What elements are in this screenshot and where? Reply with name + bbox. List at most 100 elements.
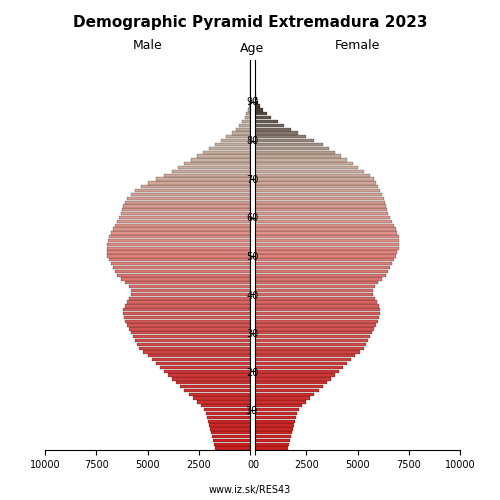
Bar — [206, 412, 250, 415]
Bar — [137, 342, 250, 346]
Bar — [124, 316, 250, 319]
Bar — [255, 354, 356, 358]
Bar — [156, 362, 250, 365]
Bar — [255, 124, 284, 127]
Bar — [255, 274, 386, 277]
Bar — [255, 439, 290, 442]
Bar — [255, 278, 382, 280]
Bar — [255, 185, 378, 188]
Bar — [255, 324, 376, 327]
Bar — [255, 220, 392, 223]
Bar — [255, 374, 335, 376]
Bar — [255, 250, 398, 254]
Text: 80: 80 — [246, 136, 258, 146]
Bar — [112, 266, 250, 269]
Bar — [255, 208, 387, 212]
Bar — [125, 200, 250, 204]
Bar — [215, 446, 250, 450]
Bar — [135, 339, 250, 342]
Bar — [255, 116, 272, 119]
Bar — [117, 220, 250, 223]
Bar — [108, 235, 250, 238]
Bar — [255, 228, 396, 230]
Bar — [133, 335, 250, 338]
Bar — [255, 339, 368, 342]
Bar — [148, 182, 250, 184]
Bar — [255, 404, 302, 407]
Bar — [178, 166, 250, 169]
Bar — [255, 154, 341, 158]
Bar — [209, 424, 250, 426]
Bar — [123, 308, 250, 312]
Bar — [208, 420, 250, 423]
Bar — [255, 346, 364, 350]
Bar — [131, 331, 250, 334]
Bar — [106, 243, 250, 246]
Bar — [190, 158, 250, 162]
Bar — [255, 120, 278, 123]
Bar — [148, 354, 250, 358]
Bar — [255, 350, 360, 354]
Bar — [204, 408, 250, 412]
Bar — [255, 189, 380, 192]
Bar — [192, 396, 250, 400]
Bar — [255, 162, 354, 166]
Bar — [127, 300, 250, 304]
Bar — [255, 158, 347, 162]
Bar — [255, 146, 329, 150]
Bar — [129, 328, 250, 330]
Bar — [129, 296, 250, 300]
Bar — [255, 431, 292, 434]
Bar — [255, 100, 258, 104]
Bar — [255, 182, 376, 184]
Bar — [160, 366, 250, 369]
Bar — [106, 246, 250, 250]
Bar — [196, 154, 250, 158]
Bar — [122, 208, 250, 212]
Bar — [255, 331, 372, 334]
Bar — [255, 258, 394, 262]
Bar — [125, 281, 250, 284]
Bar — [255, 385, 322, 388]
Text: 20: 20 — [246, 368, 258, 378]
Bar — [255, 108, 263, 112]
Bar — [255, 200, 385, 204]
Bar — [127, 196, 250, 200]
Bar — [114, 224, 250, 227]
Bar — [112, 228, 250, 230]
Text: 50: 50 — [246, 252, 258, 262]
Bar — [172, 170, 250, 173]
Bar — [240, 124, 250, 127]
Bar — [255, 442, 289, 446]
Bar — [255, 232, 398, 234]
Bar — [248, 104, 250, 108]
Bar — [172, 378, 250, 380]
Text: Male: Male — [132, 39, 162, 52]
Bar — [255, 224, 394, 227]
Bar — [201, 404, 250, 407]
Bar — [232, 132, 250, 134]
Text: Age: Age — [240, 42, 264, 55]
Bar — [108, 239, 250, 242]
Bar — [226, 135, 250, 138]
Bar — [211, 431, 250, 434]
Bar — [142, 185, 250, 188]
Bar — [255, 212, 388, 216]
Text: www.iz.sk/RES43: www.iz.sk/RES43 — [209, 485, 291, 495]
Text: 90: 90 — [246, 98, 258, 108]
Bar — [255, 427, 293, 430]
Bar — [207, 416, 250, 419]
Bar — [255, 104, 260, 108]
Bar — [125, 320, 250, 323]
Bar — [255, 216, 390, 219]
Bar — [242, 120, 250, 123]
Bar — [255, 408, 299, 412]
Bar — [255, 289, 373, 292]
Bar — [255, 396, 310, 400]
Bar — [110, 232, 250, 234]
Bar — [255, 139, 314, 142]
Bar — [236, 128, 250, 131]
Text: 40: 40 — [246, 290, 258, 300]
Bar — [255, 320, 378, 323]
Bar — [127, 324, 250, 327]
